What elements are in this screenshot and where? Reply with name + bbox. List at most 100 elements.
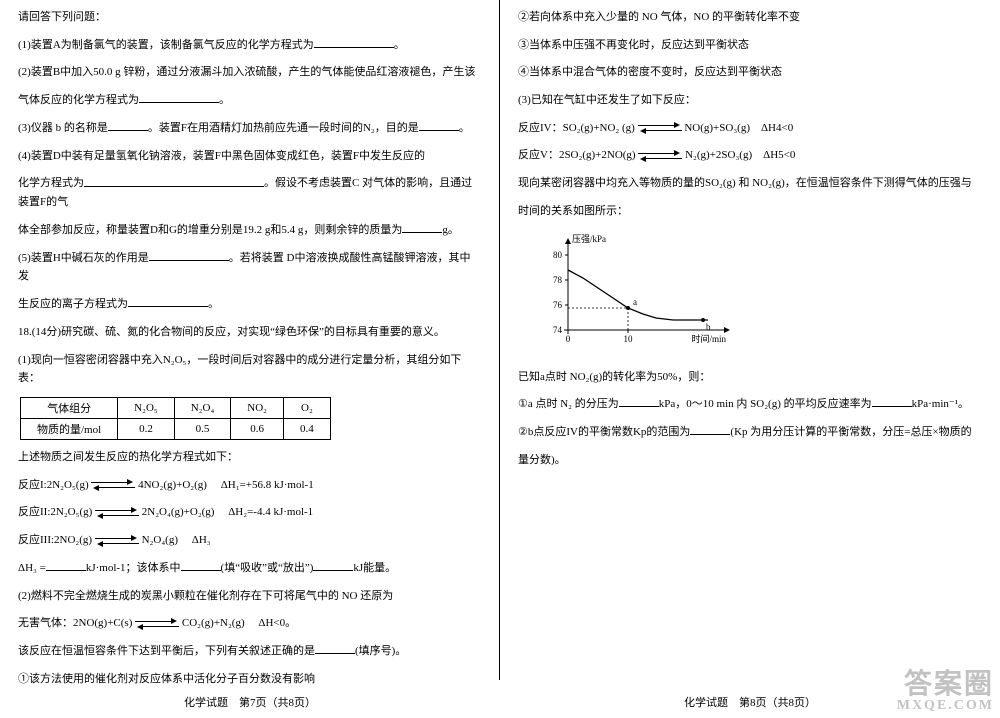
rxnV-b: N₂(g)+2SO₃(g) ΔH5<0: [685, 149, 795, 161]
rxn-II: 反应II:2N₂O₅(g) 2N₂O₄(g)+O₂(g) ΔH₂=-4.4 kJ…: [18, 503, 481, 522]
b1-blank1: [619, 395, 659, 407]
equilibrium-arrow-icon: [95, 536, 139, 546]
rxnIV-b: NO(g)+SO₃(g) ΔH4<0: [684, 122, 793, 134]
table-header-row: 气体组分 N₂O₅ N₂O₄ NO₂ O₂: [21, 397, 331, 418]
blank2: ②b点反应IV的平衡常数Kp的范围为(Kp 为用分压计算的平衡常数，分压=总压×…: [518, 423, 982, 442]
q18-1: 18.(14分)研究碳、硫、氮的化合物间的反应，对实现“绿色环保”的目标具有重要…: [18, 323, 481, 342]
svg-text:0: 0: [566, 334, 571, 344]
q5-blank2: [128, 295, 208, 307]
rxn-I: 反应I:2N₂O₅(g) 4NO₂(g)+O₂(g) ΔH₁=+56.8 kJ·…: [18, 476, 481, 495]
svg-text:压强/kPa: 压强/kPa: [572, 234, 606, 244]
intro: 请回答下列问题：: [18, 8, 481, 27]
composition-table: 气体组分 N₂O₅ N₂O₄ NO₂ O₂ 物质的量/mol 0.2 0.5 0…: [20, 397, 331, 440]
rxnIII-a: 反应III:2NO₂(g): [18, 534, 92, 546]
after-rxnV: 现向某密闭容器中均充入等物质的量的SO₂(g) 和 NO₂(g)，在恒温恒容条件…: [518, 174, 982, 193]
opt3: ③当体系中压强不再变化时，反应达到平衡状态: [518, 36, 982, 55]
q5c-line: 生反应的离子方程式为。: [18, 295, 481, 314]
dh3c: (填“吸收”或“放出”): [221, 562, 314, 574]
rxnIV: 反应IV：SO₂(g)+NO₂ (g) NO(g)+SO₃(g) ΔH4<0: [518, 119, 982, 138]
opt1: ①该方法使用的催化剂对反应体系中活化分子百分数没有影响: [18, 670, 481, 689]
v1: 0.5: [174, 418, 231, 439]
blank2b: (Kp 为用分压计算的平衡常数，分压=总压×物质的: [730, 426, 971, 438]
equilibrium-arrow-icon: [91, 480, 135, 490]
th2: N₂O₄: [174, 397, 231, 418]
dh3a: ΔH₃ =: [18, 562, 46, 574]
q4d: 体全部参加反应，称量装置D和G的增重分别是19.2 g和5.4 g，则剩余锌的质…: [18, 224, 402, 236]
rxn2a: 无害气体：2NO(g)+C(s): [18, 617, 132, 629]
q3: (3)仪器 b 的名称是。装置F在用酒精灯加热前应先通一段时间的N₂，目的是。: [18, 119, 481, 138]
q2b-text: 气体反应的化学方程式为: [18, 94, 139, 106]
pressure-time-chart: 74767880010压强/kPa时间/minab: [538, 230, 758, 360]
opt4: ④当体系中混合气体的密度不变时，反应达到平衡状态: [518, 63, 982, 82]
q4-blank2: [402, 221, 442, 233]
after2b: (填序号)。: [355, 645, 406, 657]
b1-blank2: [872, 395, 912, 407]
chart-svg: 74767880010压强/kPa时间/minab: [538, 230, 738, 360]
q4b: 化学方程式为: [18, 178, 84, 190]
equilibrium-arrow-icon: [638, 151, 682, 161]
blank2c: 量分数)。: [518, 451, 982, 470]
th1: N₂O₅: [118, 397, 175, 418]
after2-text: 该反应在恒温恒容条件下达到平衡后，下列有关叙述正确的是: [18, 645, 315, 657]
q5c: 生反应的离子方程式为: [18, 298, 128, 310]
q2a: (2)装置B中加入50.0 g 锌粉，通过分液漏斗加入浓硫酸，产生的气体能使品红…: [18, 63, 481, 82]
v0: 0.2: [118, 418, 175, 439]
svg-text:b: b: [706, 322, 711, 332]
q5a: (5)装置H中碱石灰的作用是: [18, 252, 149, 264]
footer-right: 化学试题 第8页（共8页）: [500, 694, 1000, 710]
blank1a: ①a 点时 N₂ 的分压为: [518, 398, 619, 410]
q1-text: (1)装置A为制备氯气的装置，该制备氯气反应的化学方程式为: [18, 39, 314, 51]
dh3-line: ΔH₃ = kJ·mol-1；该体系中 (填“吸收”或“放出”) kJ能量。: [18, 559, 481, 578]
rxnI-a: 反应I:2N₂O₅(g): [18, 479, 89, 491]
rxn2: 无害气体：2NO(g)+C(s) CO₂(g)+N₂(g) ΔH<0。: [18, 614, 481, 633]
blank1b: kPa，0～10 min 内 SO₂(g) 的平均反应速率为: [659, 398, 872, 410]
after2: 该反应在恒温恒容条件下达到平衡后，下列有关叙述正确的是 (填序号)。: [18, 642, 481, 661]
q4de: 体全部参加反应，称量装置D和G的增重分别是19.2 g和5.4 g，则剩余锌的质…: [18, 221, 481, 240]
svg-text:80: 80: [553, 250, 563, 260]
rxnV: 反应V：2SO₂(g)+2NO(g) N₂(g)+2SO₃(g) ΔH5<0: [518, 146, 982, 165]
q3-blank2: [419, 119, 459, 131]
svg-text:78: 78: [553, 275, 563, 285]
th4: O₂: [284, 397, 331, 418]
after-table: 上述物质之间发生反应的热化学方程式如下：: [18, 448, 481, 467]
dh3-blank1: [46, 559, 86, 571]
q4bc: 化学方程式为。假设不考虑装置C 对气体的影响，且通过装置F的气: [18, 174, 481, 211]
q3b: 。装置F在用酒精灯加热前应先通一段时间的N₂，目的是: [148, 122, 419, 134]
q4e: g。: [442, 224, 459, 236]
q3a: (3)仪器 b 的名称是: [18, 122, 108, 134]
dh3-blank2: [181, 559, 221, 571]
rxnII-a: 反应II:2N₂O₅(g): [18, 506, 92, 518]
equilibrium-arrow-icon: [135, 619, 179, 629]
blank1: ①a 点时 N₂ 的分压为 kPa，0～10 min 内 SO₂(g) 的平均反应…: [518, 395, 982, 414]
blank1c: kPa·min⁻¹。: [912, 398, 969, 410]
q1: (1)装置A为制备氯气的装置，该制备氯气反应的化学方程式为。: [18, 36, 481, 55]
rxnIII-b: N₂O₄(g) ΔH₃: [142, 534, 211, 546]
q1-blank: [314, 36, 394, 48]
svg-text:a: a: [633, 297, 637, 307]
q18-2: (1)现向一恒容密闭容器中充入N₂O₅，一段时间后对容器中的成分进行定量分析，其…: [18, 351, 481, 388]
svg-text:76: 76: [553, 300, 563, 310]
opt2: ②若向体系中充入少量的 NO 气体，NO 的平衡转化率不变: [518, 8, 982, 27]
q3r: (3)已知在气缸中还发生了如下反应：: [518, 91, 982, 110]
q2b: 气体反应的化学方程式为。: [18, 91, 481, 110]
q2fuel: (2)燃料不完全燃烧生成的炭黑小颗粒在催化剂存在下可将尾气中的 NO 还原为: [18, 587, 481, 606]
row-label: 物质的量/mol: [21, 418, 118, 439]
right-column: ②若向体系中充入少量的 NO 气体，NO 的平衡转化率不变 ③当体系中压强不再变…: [500, 0, 1000, 680]
equilibrium-arrow-icon: [638, 123, 682, 133]
q5ab: (5)装置H中碱石灰的作用是。若将装置 D中溶液换成酸性高锰酸钾溶液，其中发: [18, 249, 481, 286]
page-footer: 化学试题 第7页（共8页） 化学试题 第8页（共8页）: [0, 694, 1000, 710]
dh3-blank3: [313, 559, 353, 571]
v3: 0.4: [284, 418, 331, 439]
footer-left: 化学试题 第7页（共8页）: [0, 694, 500, 710]
dh3b: kJ·mol-1；该体系中: [86, 562, 181, 574]
b2-blank: [690, 423, 730, 435]
dh3d: kJ能量。: [353, 562, 396, 574]
q2b-blank: [139, 91, 219, 103]
svg-text:时间/min: 时间/min: [691, 333, 726, 344]
rxnV-a: 反应V：2SO₂(g)+2NO(g): [518, 149, 636, 161]
th0: 气体组分: [21, 397, 118, 418]
svg-text:74: 74: [553, 325, 563, 335]
q3-blank1: [108, 119, 148, 131]
q4-blank1: [84, 174, 264, 186]
q4a: (4)装置D中装有足量氢氧化钠溶液，装置F中黑色固体变成红色，装置F中发生反应的: [18, 147, 481, 166]
